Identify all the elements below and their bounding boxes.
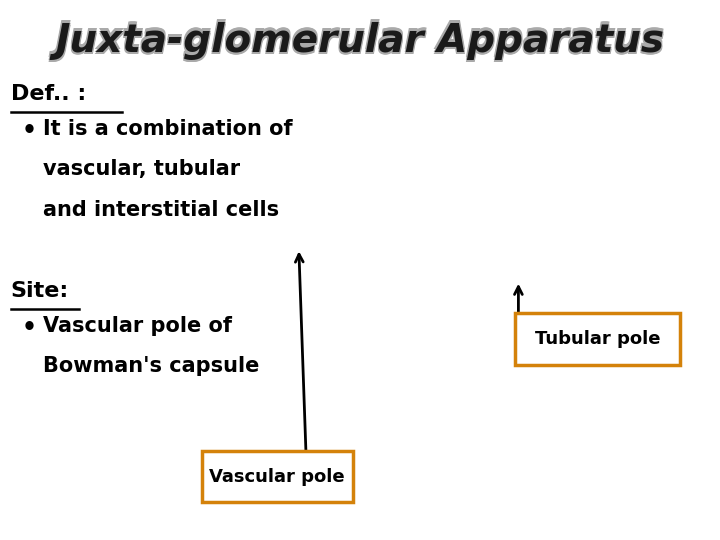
Text: Vascular pole: Vascular pole [210,468,345,485]
Text: Juxta-glomerular Apparatus: Juxta-glomerular Apparatus [54,24,663,62]
Text: Juxta-glomerular Apparatus: Juxta-glomerular Apparatus [57,22,666,59]
Text: Tubular pole: Tubular pole [535,330,660,348]
Text: Juxta-glomerular Apparatus: Juxta-glomerular Apparatus [54,19,663,57]
Text: Juxta-glomerular Apparatus: Juxta-glomerular Apparatus [55,24,665,62]
Text: Juxta-glomerular Apparatus: Juxta-glomerular Apparatus [55,19,665,57]
Text: and interstitial cells: and interstitial cells [43,200,279,220]
Text: Vascular pole of: Vascular pole of [43,316,232,336]
Text: Juxta-glomerular Apparatus: Juxta-glomerular Apparatus [54,22,663,59]
Text: vascular, tubular: vascular, tubular [43,159,240,179]
Text: Juxta-glomerular Apparatus: Juxta-glomerular Apparatus [55,22,665,59]
Text: Def.. :: Def.. : [11,84,86,104]
Text: Juxta-glomerular Apparatus: Juxta-glomerular Apparatus [57,24,666,62]
Text: •: • [22,119,37,143]
Text: •: • [22,316,37,340]
FancyBboxPatch shape [515,313,680,365]
Text: Juxta-glomerular Apparatus: Juxta-glomerular Apparatus [57,19,666,57]
Text: Bowman's capsule: Bowman's capsule [43,356,260,376]
Text: It is a combination of: It is a combination of [43,119,293,139]
Text: Site:: Site: [11,281,69,301]
FancyBboxPatch shape [202,451,353,502]
